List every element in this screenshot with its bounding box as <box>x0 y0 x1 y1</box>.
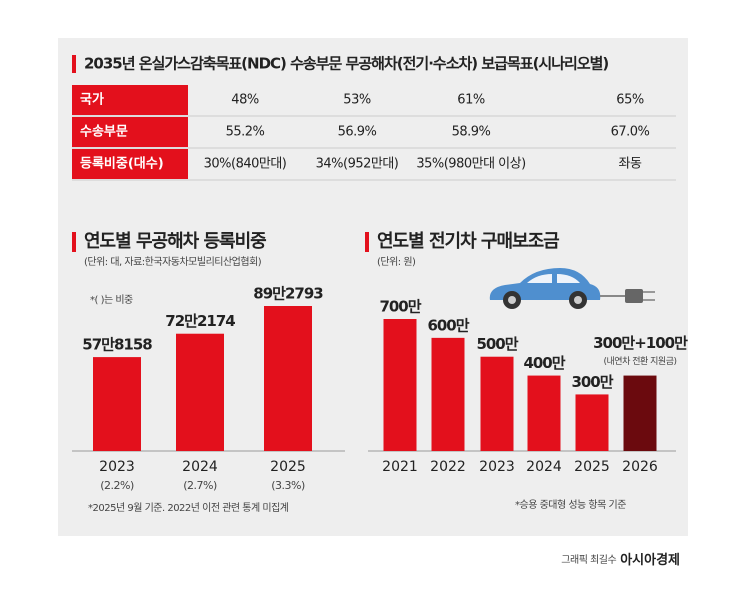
table-cell: 35%(980만대 이상) <box>416 157 525 172</box>
bar <box>623 375 657 451</box>
x-tick-label: 2026 <box>622 459 658 475</box>
footnote: *승용 중대형 성능 항목 기준 <box>515 499 626 511</box>
data-label: 57만8158 <box>82 336 152 354</box>
title-marker <box>72 232 76 252</box>
bar <box>575 394 609 451</box>
table-cell: 65% <box>616 93 644 108</box>
data-label: 89만2793 <box>253 285 323 303</box>
table-cell: 53% <box>343 93 371 108</box>
x-tick-label: 2021 <box>382 459 418 475</box>
bar <box>176 333 224 451</box>
bar <box>431 337 465 451</box>
x-tick-label: 2025 <box>574 459 610 475</box>
publisher: 아시아경제 <box>620 552 680 568</box>
author: 그래픽 최길수 <box>561 553 616 566</box>
row-header-cell <box>72 117 188 147</box>
credit: 그래픽 최길수 아시아경제 <box>561 552 680 568</box>
table-cell: 61% <box>457 93 485 108</box>
bar <box>383 319 417 451</box>
row-header: 수송부문 <box>80 125 128 140</box>
table-cell: 55.2% <box>226 125 265 140</box>
bar <box>480 356 514 451</box>
x-tick-label: 2023 <box>99 459 135 475</box>
annotation: (내연차 전환 지원금) <box>604 355 677 367</box>
car-icon <box>489 268 655 309</box>
x-tick-note: (3.3%) <box>271 479 305 492</box>
x-tick-label: 2024 <box>526 459 562 475</box>
data-label: 500만 <box>476 335 518 353</box>
bar <box>264 306 312 451</box>
x-tick-label: 2022 <box>430 459 466 475</box>
x-tick-label: 2024 <box>182 459 218 475</box>
bar <box>527 375 561 451</box>
x-tick-note: (2.7%) <box>183 479 217 492</box>
chart-note: *( )는 비중 <box>90 294 133 306</box>
table-cell: 30%(840만대) <box>204 157 287 172</box>
table-cell: 좌동 <box>619 157 642 172</box>
chart-title: 연도별 무공해차 등록비중 <box>84 231 266 252</box>
title-marker <box>365 232 369 252</box>
table-cell: 58.9% <box>452 125 491 140</box>
table-cell: 56.9% <box>338 125 377 140</box>
data-label: 300만+100만 <box>593 334 688 352</box>
x-tick-label: 2025 <box>270 459 306 475</box>
table-title: 2035년 온실가스감축목표(NDC) 수송부문 무공해차(전기·수소차) 보급… <box>84 55 608 73</box>
table-cell: 67.0% <box>611 125 650 140</box>
data-label: 600만 <box>427 316 469 334</box>
footnote: *2025년 9월 기준. 2022년 이전 관련 통계 미집계 <box>88 502 289 514</box>
row-header: 국가 <box>80 93 104 108</box>
row-header-cell <box>72 149 188 179</box>
title-marker <box>72 55 76 73</box>
bar <box>93 357 141 451</box>
chart-title: 연도별 전기차 구매보조금 <box>377 231 559 252</box>
chart-subtitle: (단위: 원) <box>377 255 416 268</box>
x-tick-note: (2.2%) <box>100 479 134 492</box>
row-header: 등록비중(대수) <box>80 157 164 172</box>
data-label: 72만2174 <box>165 312 235 330</box>
table-cell: 48% <box>231 93 259 108</box>
x-tick-label: 2023 <box>479 459 515 475</box>
row-header-cell <box>72 85 188 115</box>
table-cell: 34%(952만대) <box>316 157 399 172</box>
data-label: 700만 <box>379 298 421 316</box>
data-label: 400만 <box>523 354 565 372</box>
data-label: 300만 <box>571 373 613 391</box>
chart-subtitle: (단위: 대, 자료:한국자동차모빌리티산업협회) <box>84 255 262 268</box>
